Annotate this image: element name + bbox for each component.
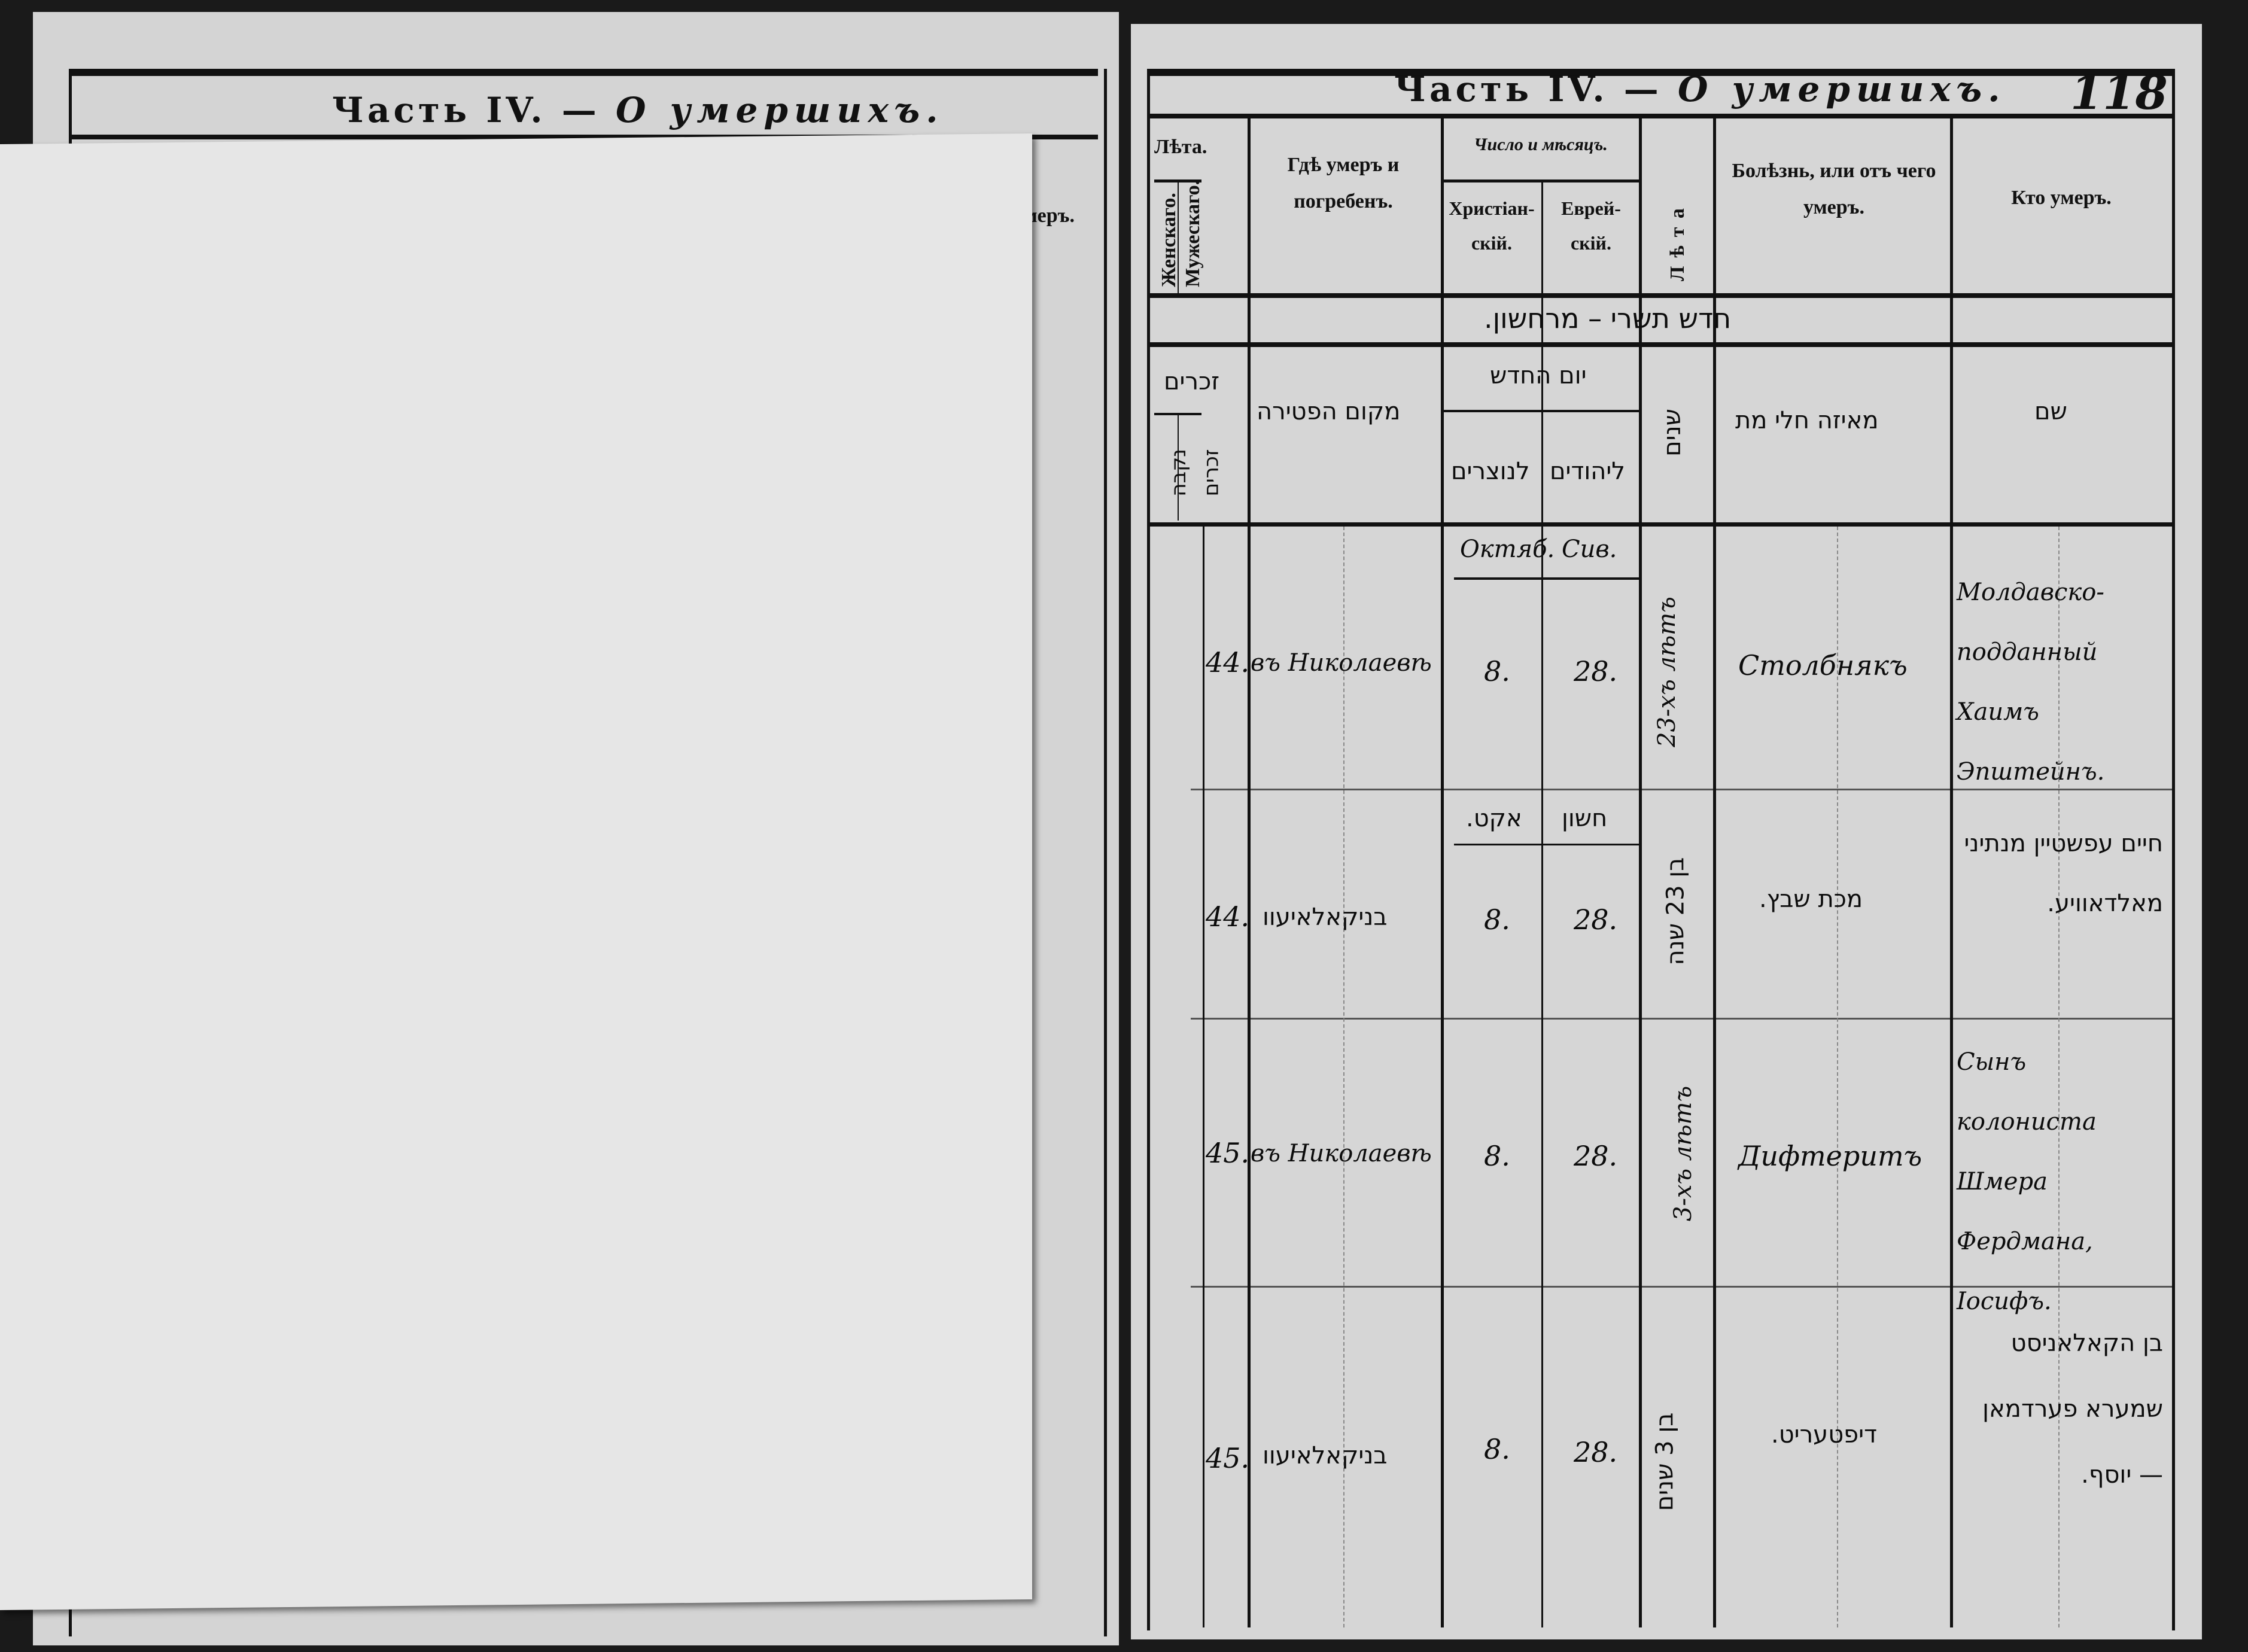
entry-disease: מכת שבץ.	[1759, 886, 1863, 913]
header-male: Мужескаго.	[1182, 180, 1204, 287]
hebrew-date-rule	[1441, 410, 1639, 412]
header-jewish: Еврей-скій.	[1561, 197, 1621, 254]
entry-christian-day: 8.	[1484, 1140, 1510, 1172]
subheader-bottom-rule	[1147, 522, 2172, 527]
entry-who: Сынъ колониста Шмера Фердмана, Іосифъ.	[1957, 1048, 2097, 1315]
hebrew-heading: חדש תשרי – מרחשון.	[1484, 302, 1732, 334]
dashed-guide	[1343, 527, 1344, 1627]
table-border-right	[2172, 69, 2175, 1630]
col-divider	[1248, 114, 1251, 1627]
row-separator	[1191, 1286, 2172, 1288]
col-divider	[1178, 413, 1179, 521]
entry-disease: דיפטעריט.	[1771, 1421, 1877, 1449]
hebrew-date: יום החדש	[1490, 362, 1587, 390]
header-age: Лѣта.	[1154, 136, 1207, 158]
hebrew-who: שם	[2034, 398, 2067, 425]
page-number: 118	[2070, 66, 2168, 120]
dashed-guide	[2058, 527, 2060, 1627]
col-divider	[1203, 527, 1204, 1627]
entry-jewish-day: 28.	[1574, 1436, 1618, 1468]
blank-paper-overlay	[0, 133, 1032, 1611]
entry-christian-day: 8.	[1484, 655, 1510, 687]
entry-place: בניקאלאיעוו	[1263, 903, 1388, 931]
hebrew-place: מקום הפטירה	[1257, 398, 1401, 425]
hebrew-disease: מאיזה חלי מת	[1735, 407, 1879, 434]
header-bottom-rule	[1147, 293, 2172, 298]
entry-number: 45.	[1206, 1137, 1250, 1169]
header-who-died: Кто умеръ.	[2011, 187, 2112, 209]
entry-number: 44.	[1206, 646, 1250, 679]
header-date: Число и мѣсяцъ.	[1474, 135, 1608, 154]
entry-place: בניקאלאיעוו	[1263, 1442, 1388, 1470]
entry-age: בן 23 שנה	[1662, 857, 1690, 966]
month-jewish: Сив.	[1562, 536, 1617, 563]
entry-age: 23-хъ лѣтъ	[1653, 597, 1681, 747]
hebrew-age: זכרים	[1164, 368, 1220, 395]
right-page-title: Часть IV. — О умершихъ.	[1394, 69, 2006, 109]
entry-who: Молдавско-подданный Хаимъ Эпштейнъ.	[1957, 579, 2105, 786]
entry-place: въ Николаевѣ	[1251, 1140, 1432, 1167]
entry-place: въ Николаевѣ	[1251, 649, 1432, 677]
entry-age: בן 3 שנים	[1651, 1412, 1679, 1511]
col-divider	[1541, 180, 1543, 1627]
table-border-left	[1147, 69, 1150, 1630]
hebrew-years: שנים	[1658, 409, 1686, 457]
date-group-rule	[1441, 180, 1639, 182]
month-christian-hebrew: אקט.	[1466, 805, 1522, 832]
hebrew-date-christian: לנוצרים	[1451, 458, 1530, 485]
row-separator	[1191, 789, 2172, 790]
entry-jewish-day: 28.	[1574, 1140, 1618, 1172]
header-rule	[69, 135, 1098, 139]
entry-age: 3-хъ лѣтъ	[1669, 1085, 1698, 1222]
entry-christian-day: 8.	[1484, 903, 1510, 936]
header-christian: Христіан-скій.	[1449, 197, 1535, 254]
top-rule	[1147, 69, 2172, 76]
left-page-title: Часть IV. — О умершихъ.	[332, 90, 944, 130]
top-rule	[69, 69, 1098, 76]
entry-christian-day: 8.	[1484, 1433, 1510, 1465]
entry-who: חיים עפשטיין מנתיני מאלדאוויע.	[1964, 830, 2163, 917]
col-divider	[1713, 114, 1716, 1627]
hebrew-female: נקבה	[1166, 449, 1191, 497]
header-years: Лѣта	[1666, 200, 1689, 281]
header-disease: Болѣзнь, или отъ чего умеръ.	[1732, 160, 1936, 219]
table-border-right	[1104, 69, 1107, 1636]
header-where-died: Гдѣ умеръ и погребенъ.	[1287, 154, 1400, 213]
col-divider	[1178, 180, 1179, 293]
entry-jewish-day: 28.	[1574, 655, 1618, 687]
entry-disease: Дифтеритъ	[1738, 1140, 1922, 1172]
entry-disease: Столбнякъ	[1738, 649, 1908, 682]
hebrew-male: זכרים	[1199, 449, 1224, 497]
dashed-guide	[1837, 527, 1838, 1627]
row-separator	[1191, 1018, 2172, 1020]
entry-number: 44.	[1206, 900, 1250, 933]
month-rule-2	[1454, 844, 1639, 845]
col-divider	[1639, 114, 1642, 1627]
entry-number: 45.	[1206, 1442, 1250, 1474]
entry-jewish-day: 28.	[1574, 903, 1618, 936]
col-divider	[1950, 114, 1953, 1627]
entry-who: בן הקאלאניסט שמערא פערדמאן — יוסף.	[1982, 1329, 2163, 1489]
hebrew-date-jewish: ליהודים	[1550, 458, 1626, 485]
header-top-rule	[1147, 114, 2172, 118]
month-jewish-hebrew: חשון	[1562, 805, 1608, 832]
col-divider	[1441, 114, 1444, 1627]
hebrew-heading-rule	[1147, 342, 2172, 347]
month-rule	[1454, 577, 1639, 580]
month-christian: Октяб.	[1460, 536, 1555, 563]
header-female: Женскаго.	[1158, 193, 1180, 287]
